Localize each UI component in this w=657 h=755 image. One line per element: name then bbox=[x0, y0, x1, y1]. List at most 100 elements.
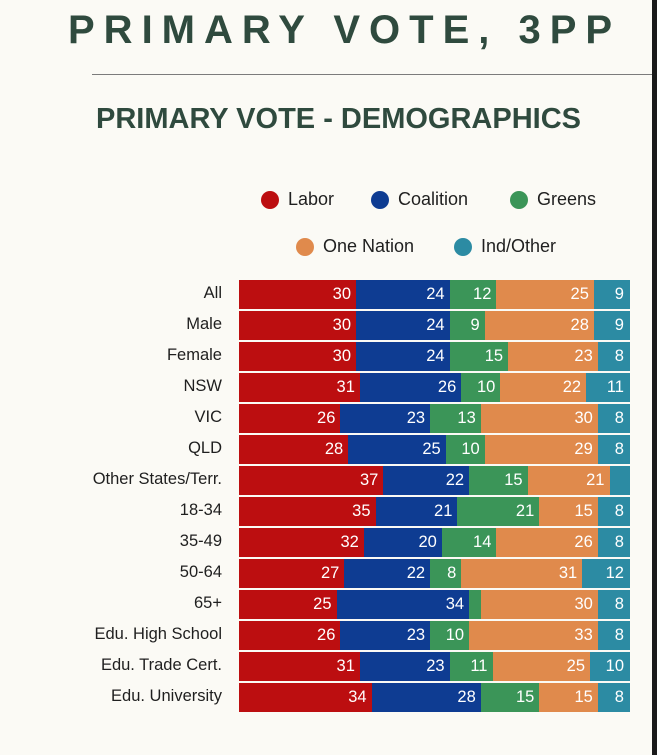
bar-segment-ind-other bbox=[597, 342, 630, 371]
bar-segment-coalition bbox=[359, 373, 462, 402]
data-label: 23 bbox=[574, 347, 593, 365]
data-label: 31 bbox=[558, 564, 578, 582]
bar-segment-labor bbox=[239, 497, 377, 526]
data-label: 8 bbox=[614, 502, 624, 520]
bar-segment-ind-other bbox=[597, 590, 630, 619]
bar-segment-labor bbox=[239, 435, 349, 464]
data-label: 23 bbox=[406, 409, 426, 427]
data-label: 26 bbox=[437, 378, 457, 396]
bar-segment-labor bbox=[239, 404, 341, 433]
legend-item-one-nation: One Nation bbox=[296, 236, 414, 257]
data-label: 22 bbox=[406, 564, 426, 582]
title-divider bbox=[92, 74, 652, 75]
data-label: 12 bbox=[605, 564, 624, 582]
bar-segment-greens bbox=[449, 342, 509, 371]
bar-segment-one-nation bbox=[500, 373, 587, 402]
legend-label: Greens bbox=[537, 189, 597, 209]
bar-segment-coalition bbox=[356, 280, 451, 309]
bar-segment-one-nation bbox=[469, 621, 599, 650]
bar-segment-ind-other bbox=[593, 311, 630, 340]
legend-swatch bbox=[510, 190, 528, 209]
bar-segment-ind-other bbox=[586, 373, 630, 402]
bar-segment-coalition bbox=[344, 559, 431, 588]
data-label: 8 bbox=[614, 347, 624, 365]
bar-segment-greens bbox=[430, 621, 470, 650]
legend-label: Labor bbox=[288, 189, 335, 209]
bar-segment-coalition bbox=[340, 404, 431, 433]
data-label: 15 bbox=[574, 502, 593, 520]
bar-segment-labor bbox=[239, 621, 341, 650]
row-label: Edu. University bbox=[111, 687, 222, 705]
data-label: 24 bbox=[426, 347, 445, 365]
page-title: PRIMARY VOTE, 3PP bbox=[68, 8, 622, 52]
bar-segment-one-nation bbox=[461, 559, 583, 588]
legend-item-labor: Labor bbox=[261, 189, 334, 210]
data-label: 21 bbox=[586, 471, 605, 489]
data-label: 22 bbox=[562, 378, 582, 396]
bar-segment-ind-other bbox=[590, 652, 630, 681]
bar-segment-labor bbox=[239, 652, 361, 681]
bar-segment-one-nation bbox=[539, 497, 599, 526]
bar-segment-greens bbox=[461, 373, 501, 402]
bar-segment-one-nation bbox=[480, 404, 599, 433]
data-label: 28 bbox=[324, 440, 344, 458]
data-label: 15 bbox=[484, 347, 504, 365]
legend-label: Ind/Other bbox=[481, 236, 557, 256]
data-label: 34 bbox=[348, 688, 367, 706]
bar-segment-ind-other bbox=[597, 404, 630, 433]
data-label: 10 bbox=[445, 626, 465, 644]
bar-segment-coalition bbox=[359, 652, 451, 681]
bar-segment-ind-other bbox=[597, 621, 630, 650]
row-label: Other States/Terr. bbox=[92, 470, 222, 488]
bar-segment-one-nation bbox=[484, 435, 599, 464]
bar-segment-one-nation bbox=[496, 528, 599, 557]
data-label: 25 bbox=[422, 440, 441, 458]
bar-segment-one-nation bbox=[527, 466, 611, 495]
bar-segment-labor bbox=[239, 590, 338, 619]
bar-segment-ind-other bbox=[593, 280, 630, 309]
data-label: 8 bbox=[614, 688, 624, 706]
data-label: 8 bbox=[447, 564, 457, 582]
bar-segment-greens bbox=[469, 590, 482, 619]
data-label: 24 bbox=[426, 316, 445, 334]
bar-segment-labor bbox=[239, 528, 365, 557]
data-label: 10 bbox=[461, 440, 480, 458]
bar-segment-greens bbox=[445, 435, 486, 464]
row-label: Male bbox=[186, 315, 222, 333]
bar-segment-labor bbox=[239, 342, 357, 371]
data-label: 8 bbox=[614, 626, 624, 644]
data-label: 30 bbox=[574, 595, 593, 613]
legend-swatch bbox=[371, 190, 389, 209]
data-label: 28 bbox=[457, 688, 476, 706]
data-label: 21 bbox=[434, 502, 453, 520]
data-label: 35 bbox=[352, 502, 371, 520]
bar-segment-labor bbox=[239, 683, 373, 712]
bar-segment-coalition bbox=[383, 466, 470, 495]
row-label: 65+ bbox=[194, 594, 222, 612]
legend-item-ind-other: Ind/Other bbox=[454, 236, 556, 257]
data-label: 11 bbox=[470, 657, 488, 675]
data-label: 20 bbox=[418, 533, 437, 551]
data-label: 28 bbox=[570, 316, 589, 334]
row-label: Female bbox=[166, 346, 222, 364]
bar-segment-labor bbox=[239, 280, 357, 309]
legend-item-greens: Greens bbox=[510, 189, 596, 210]
row-label: NSW bbox=[183, 377, 223, 395]
data-label: 14 bbox=[473, 533, 492, 551]
bar-segment-greens bbox=[449, 652, 494, 681]
bar-segment-labor bbox=[239, 373, 361, 402]
data-label: 9 bbox=[470, 316, 480, 334]
bar-segment-coalition bbox=[375, 497, 458, 526]
data-label: 21 bbox=[515, 502, 535, 520]
data-label: 33 bbox=[574, 626, 593, 644]
bar-segment-one-nation bbox=[508, 342, 599, 371]
row-label: 35-49 bbox=[179, 532, 222, 550]
legend-swatch bbox=[261, 190, 279, 209]
data-label: 26 bbox=[317, 626, 336, 644]
row-label: 18-34 bbox=[179, 501, 222, 519]
data-label: 34 bbox=[445, 595, 465, 613]
bar-segment-ind-other bbox=[582, 559, 630, 588]
data-label: 37 bbox=[359, 471, 379, 489]
bar-segment-greens bbox=[430, 404, 482, 433]
data-label: 9 bbox=[614, 316, 624, 334]
